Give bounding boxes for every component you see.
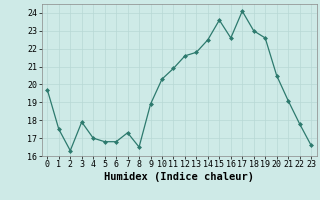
X-axis label: Humidex (Indice chaleur): Humidex (Indice chaleur) — [104, 172, 254, 182]
